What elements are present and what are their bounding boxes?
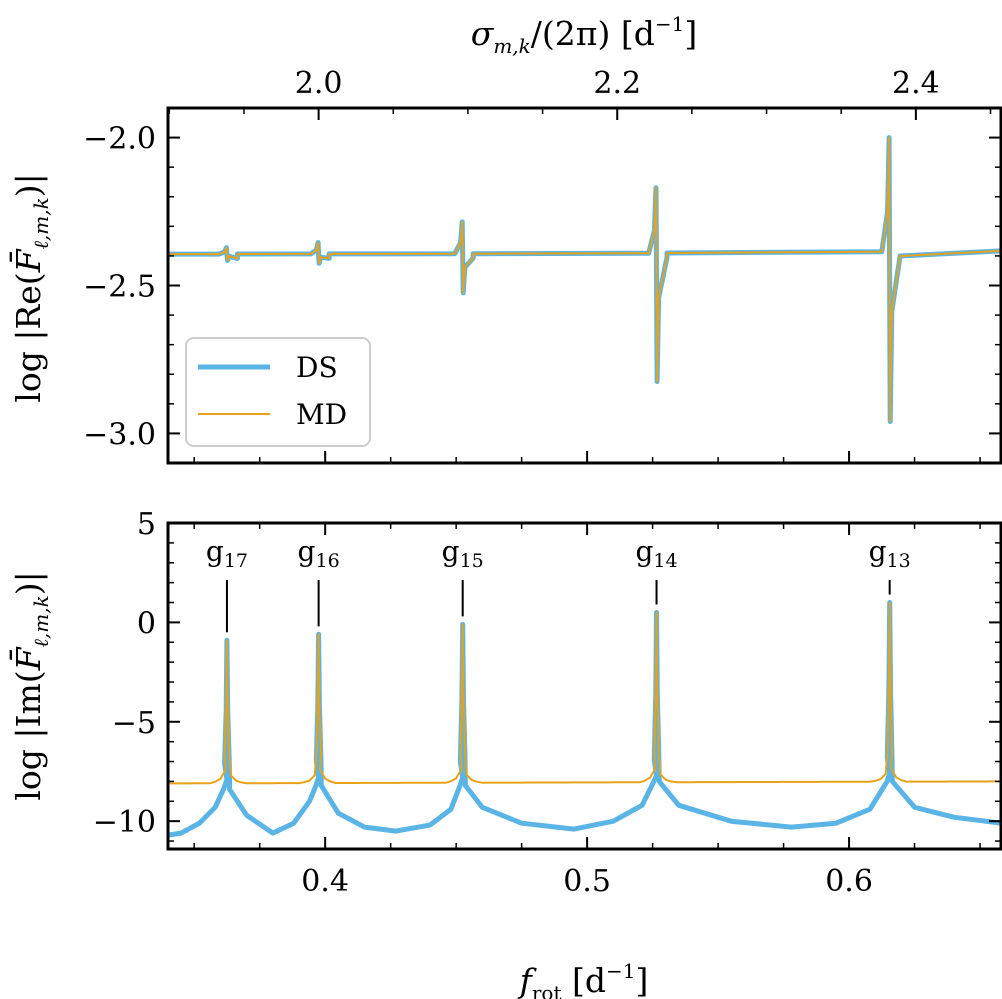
bottom-axes-frame bbox=[166, 521, 1002, 851]
mode-annotation-g13: g13 bbox=[869, 535, 911, 595]
top-ytick-label: −3.0 bbox=[83, 417, 156, 452]
top-xtick-label: 2.4 bbox=[892, 66, 940, 101]
series-md-re bbox=[168, 136, 1001, 423]
mode-label-g15: g15 bbox=[442, 535, 484, 572]
mode-label-g17: g17 bbox=[206, 535, 248, 572]
top-panel: −2.0 −2.5 −3.0 2.0 2.2 2.4 σm,k/(2π) [d−1] lo… bbox=[8, 12, 1002, 465]
bottom-xtick-label: 0.5 bbox=[563, 864, 611, 899]
top-x-axis-label: σm,k/(2π) [d−1] bbox=[471, 12, 697, 58]
bottom-xtick-label: 0.6 bbox=[825, 864, 873, 899]
legend-md-label: MD bbox=[296, 398, 347, 431]
bottom-ytick-label: 0 bbox=[137, 606, 156, 641]
bottom-y-axis-label: log |Im(F̄ℓ,m,k)| bbox=[8, 571, 53, 800]
mode-label-g14: g14 bbox=[635, 535, 677, 572]
legend-ds-label: DS bbox=[296, 351, 338, 384]
bottom-ytick-label: −5 bbox=[112, 706, 156, 741]
mode-label-g13: g13 bbox=[869, 535, 911, 572]
top-xtick-label: 2.2 bbox=[593, 66, 641, 101]
bottom-panel: 5 0 −5 −10 0.4 0.5 0.6 g17 g16 g15 g14 g13 frot [d… bbox=[8, 507, 1002, 999]
series-md-im bbox=[168, 601, 1001, 785]
top-ytick-label: −2.0 bbox=[83, 122, 156, 157]
mode-annotation-g14: g14 bbox=[635, 535, 678, 605]
mode-annotation-g16: g16 bbox=[298, 535, 340, 627]
legend: DS MD bbox=[185, 337, 371, 447]
mode-label-g16: g16 bbox=[298, 535, 340, 572]
bottom-ytick-label: 5 bbox=[137, 507, 156, 542]
top-xtick-label: 2.0 bbox=[295, 66, 343, 101]
series-ds-im bbox=[168, 600, 1001, 838]
bottom-x-axis-label: frot [d−1] bbox=[517, 959, 649, 999]
bottom-ytick-label: −10 bbox=[93, 805, 156, 840]
mode-annotation-g17: g17 bbox=[206, 535, 248, 633]
mode-annotation-g15: g15 bbox=[442, 535, 484, 617]
bottom-xtick-label: 0.4 bbox=[301, 864, 349, 899]
top-ytick-label: −2.5 bbox=[83, 270, 156, 305]
top-y-axis-label: log |Re(F̄ℓ,m,k)| bbox=[8, 173, 53, 402]
